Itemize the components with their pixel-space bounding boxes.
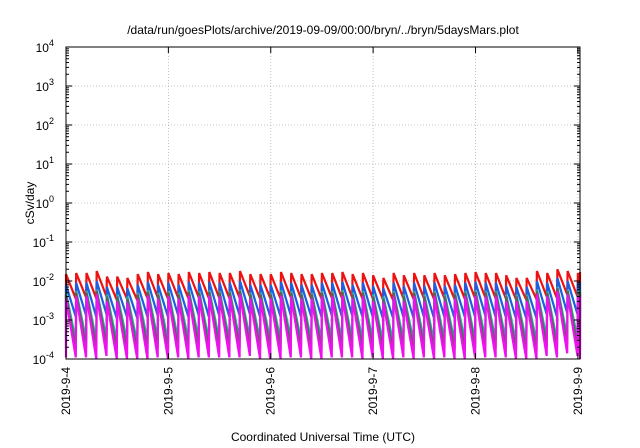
x-axis: 2019-9-4 2019-9-5 2019-9-6 2019-9-7 2019-9-8… <box>59 47 585 415</box>
x-axis-label: Coordinated Universal Time (UTC) <box>231 430 415 444</box>
x-tick-label: 2019-9-4 <box>59 367 73 415</box>
x-tick-label: 2019-9-7 <box>366 367 380 415</box>
x-tick-label: 2019-9-5 <box>161 367 175 415</box>
x-tick-label: 2019-9-6 <box>264 367 278 415</box>
chart-title: /data/run/goesPlots/archive/2019-09-09/0… <box>127 23 519 37</box>
y-axis-label: cSv/day <box>23 182 37 225</box>
series-group <box>64 268 582 360</box>
x-tick-label: 2019-9-9 <box>571 367 585 415</box>
x-tick-label: 2019-9-8 <box>468 367 482 415</box>
